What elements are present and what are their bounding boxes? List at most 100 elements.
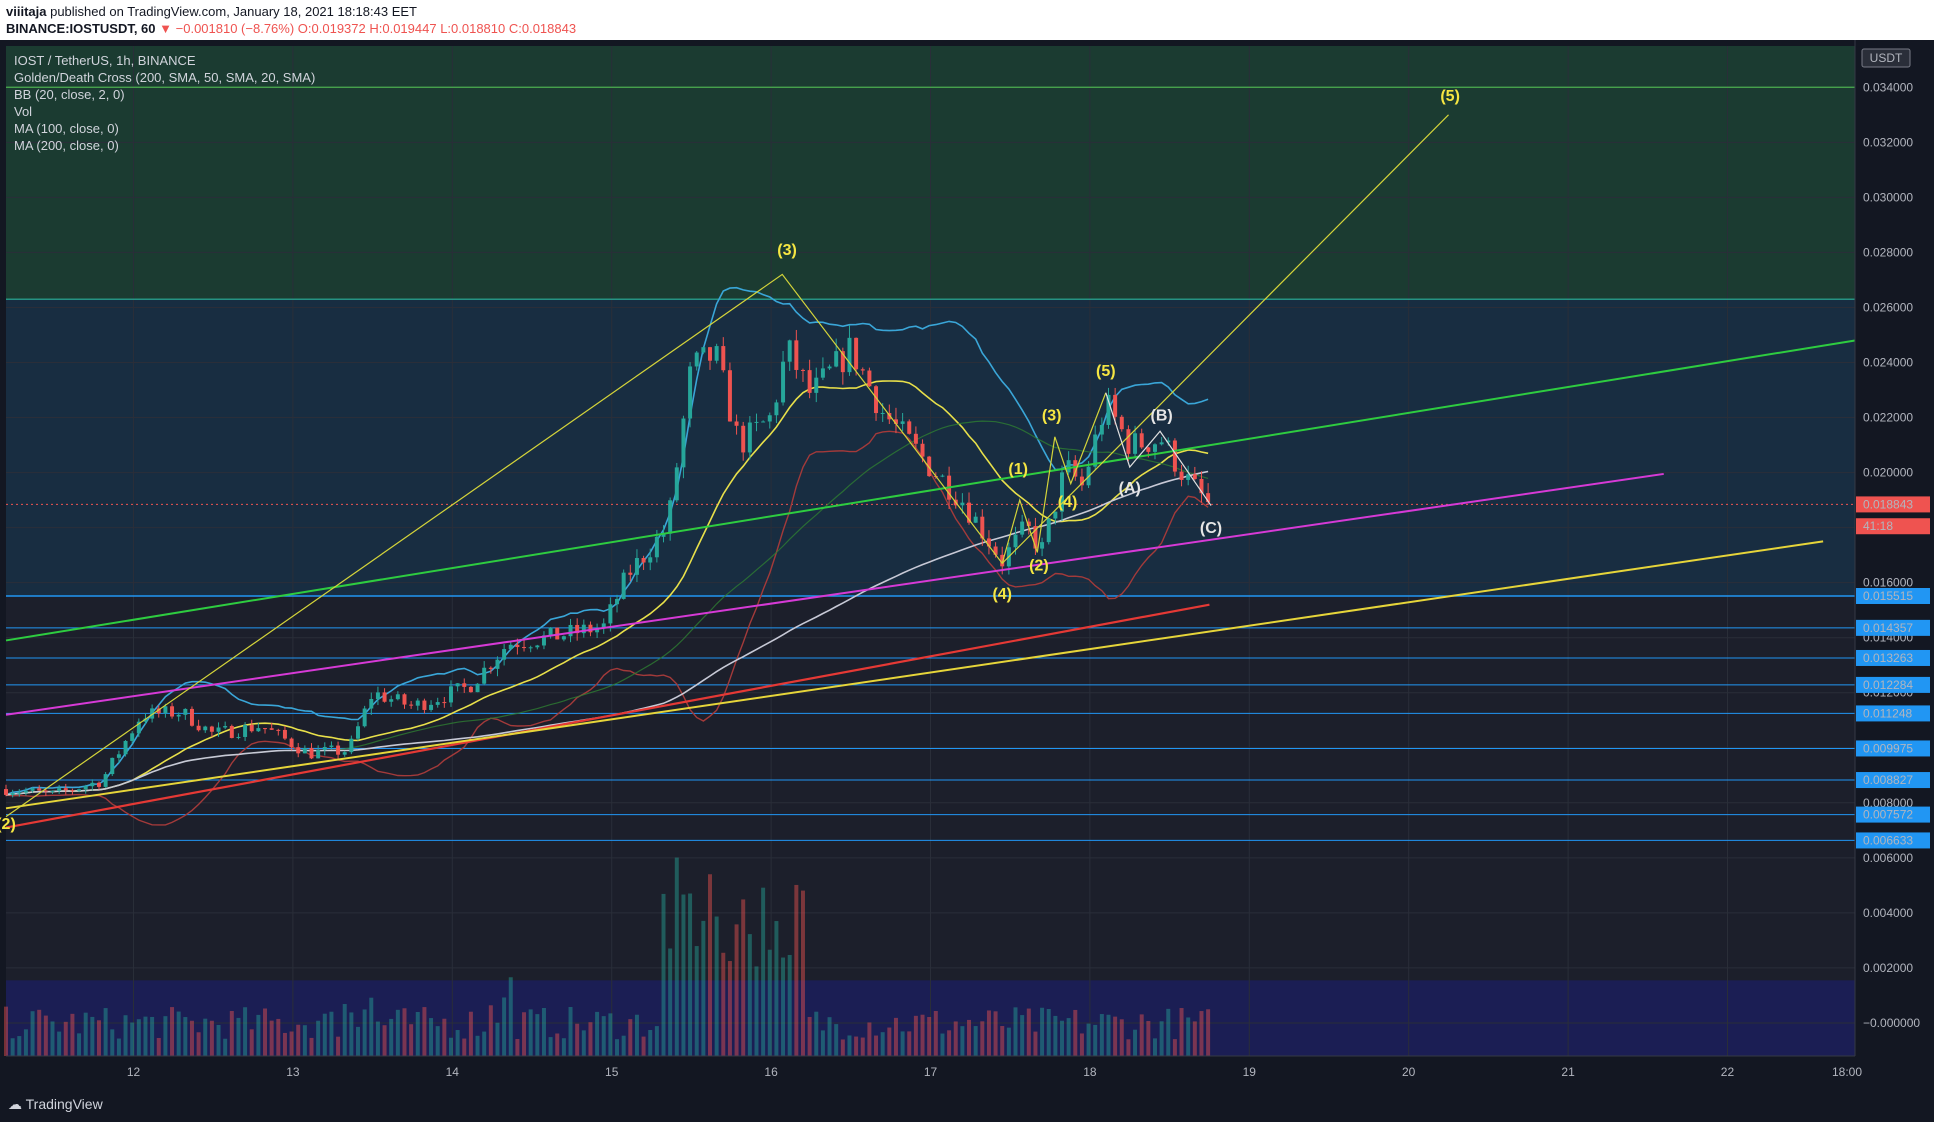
candle: [349, 735, 354, 755]
candle-body: [116, 754, 121, 758]
author-name[interactable]: viiitaja: [6, 4, 47, 19]
candle: [196, 719, 201, 732]
candle-body: [628, 572, 633, 575]
wave-label-4: (3): [1042, 407, 1062, 424]
candle: [708, 346, 712, 370]
volume-bar: [402, 1008, 407, 1056]
volume-bar: [767, 949, 772, 1056]
volume-bar: [860, 1037, 865, 1056]
volume-bar: [23, 1029, 28, 1056]
candle: [548, 627, 553, 639]
price-chart[interactable]: (2) (3) (1) (2) (3) (4) (4) (5) (5) (B) (A) (C) USD…: [0, 40, 1934, 1086]
price-label-bg: [1856, 705, 1930, 722]
candle: [229, 724, 234, 739]
candle-body: [488, 667, 493, 669]
volume-bar: [701, 920, 706, 1056]
y-tick-label: 0.016000: [1863, 576, 1913, 590]
volume-bar: [887, 1027, 892, 1056]
candle-body: [960, 502, 965, 506]
volume-bar: [116, 1038, 121, 1056]
candle-body: [787, 340, 792, 362]
candle: [263, 728, 268, 734]
price-label: 0.009975: [1863, 741, 1913, 755]
candle: [827, 364, 832, 371]
volume-bar: [787, 954, 792, 1056]
candle-body: [1126, 429, 1131, 454]
wave-label-11: (C): [1200, 520, 1222, 537]
candle-body: [528, 647, 533, 649]
price-label: 0.014357: [1863, 621, 1913, 635]
candle: [409, 701, 414, 709]
volume-bar: [940, 1033, 945, 1056]
candle-body: [17, 792, 22, 794]
volume-bar: [342, 1004, 347, 1056]
candle: [621, 569, 626, 600]
volume-bar: [203, 1018, 208, 1056]
volume-bar: [77, 1033, 82, 1056]
candle: [1199, 471, 1204, 503]
volume-bar: [1040, 1007, 1045, 1056]
volume-bar: [442, 1018, 447, 1056]
volume-bar: [601, 1016, 606, 1056]
volume-bar: [30, 1011, 35, 1056]
candle: [10, 789, 15, 798]
y-tick-label: 0.006000: [1863, 851, 1913, 865]
candle-body: [1206, 493, 1211, 502]
price-axis: USDT 0.034000 0.032000 0.030000 0.028000 0.02…: [1854, 40, 1934, 1086]
volume-bar: [1060, 1020, 1064, 1056]
volume-bar: [130, 1022, 135, 1056]
candle-body: [189, 708, 194, 726]
tradingview-logo[interactable]: ☁ TradingView: [8, 1096, 103, 1112]
volume-bar: [781, 957, 786, 1056]
x-tick-label: 15: [605, 1065, 619, 1079]
candle: [50, 790, 55, 794]
candle-body: [1040, 542, 1045, 549]
candle: [37, 785, 42, 791]
volume-bar: [1086, 1023, 1091, 1056]
candle: [442, 697, 447, 708]
candle: [123, 740, 128, 757]
volume-bar: [668, 948, 673, 1056]
volume-bar: [110, 1029, 115, 1056]
x-tick-label: 14: [446, 1065, 460, 1079]
candle: [522, 639, 527, 652]
candle: [628, 564, 633, 582]
legend-indicator-0[interactable]: Golden/Death Cross (200, SMA, 50, SMA, 2…: [14, 70, 316, 85]
candle: [800, 368, 805, 382]
indicator-lines: [5, 286, 1210, 829]
candle: [389, 695, 394, 707]
legend-indicator-1[interactable]: BB (20, close, 2, 0): [14, 87, 125, 102]
candle: [116, 750, 121, 763]
candle: [927, 455, 932, 477]
footer: ☁ TradingView: [0, 1086, 1934, 1122]
candle-body: [774, 402, 779, 416]
candle-body: [508, 644, 513, 650]
y-tick-label: 0.024000: [1863, 355, 1913, 369]
candle-body: [668, 500, 673, 534]
candle: [641, 555, 646, 570]
price-label: 0.015515: [1863, 589, 1913, 603]
candle: [362, 705, 367, 728]
legend-indicator-4[interactable]: MA (200, close, 0): [14, 138, 119, 153]
wave-label-9: (B): [1151, 407, 1173, 424]
candle-body: [727, 370, 732, 422]
candle: [322, 742, 327, 756]
volume-bar: [123, 1015, 128, 1056]
volume-bar: [415, 1011, 420, 1056]
volume-bar: [1020, 1015, 1025, 1056]
volume-bar: [70, 1013, 75, 1056]
candle-body: [468, 686, 473, 693]
legend-indicator-3[interactable]: MA (100, close, 0): [14, 121, 119, 136]
candle-body: [940, 475, 945, 477]
candle: [741, 421, 746, 461]
legend-indicator-2[interactable]: Vol: [14, 104, 33, 119]
bb-upper: [5, 286, 1209, 796]
chart-legend[interactable]: IOST / TetherUS, 1h, BINANCE Golden/Deat…: [14, 52, 315, 154]
volume-bar: [229, 1010, 234, 1056]
candle: [395, 691, 400, 701]
candle: [110, 757, 115, 776]
candle-body: [1113, 394, 1118, 417]
volume-bar: [1006, 1027, 1011, 1056]
candle: [1066, 451, 1071, 475]
price-label-bg: [1856, 676, 1930, 693]
